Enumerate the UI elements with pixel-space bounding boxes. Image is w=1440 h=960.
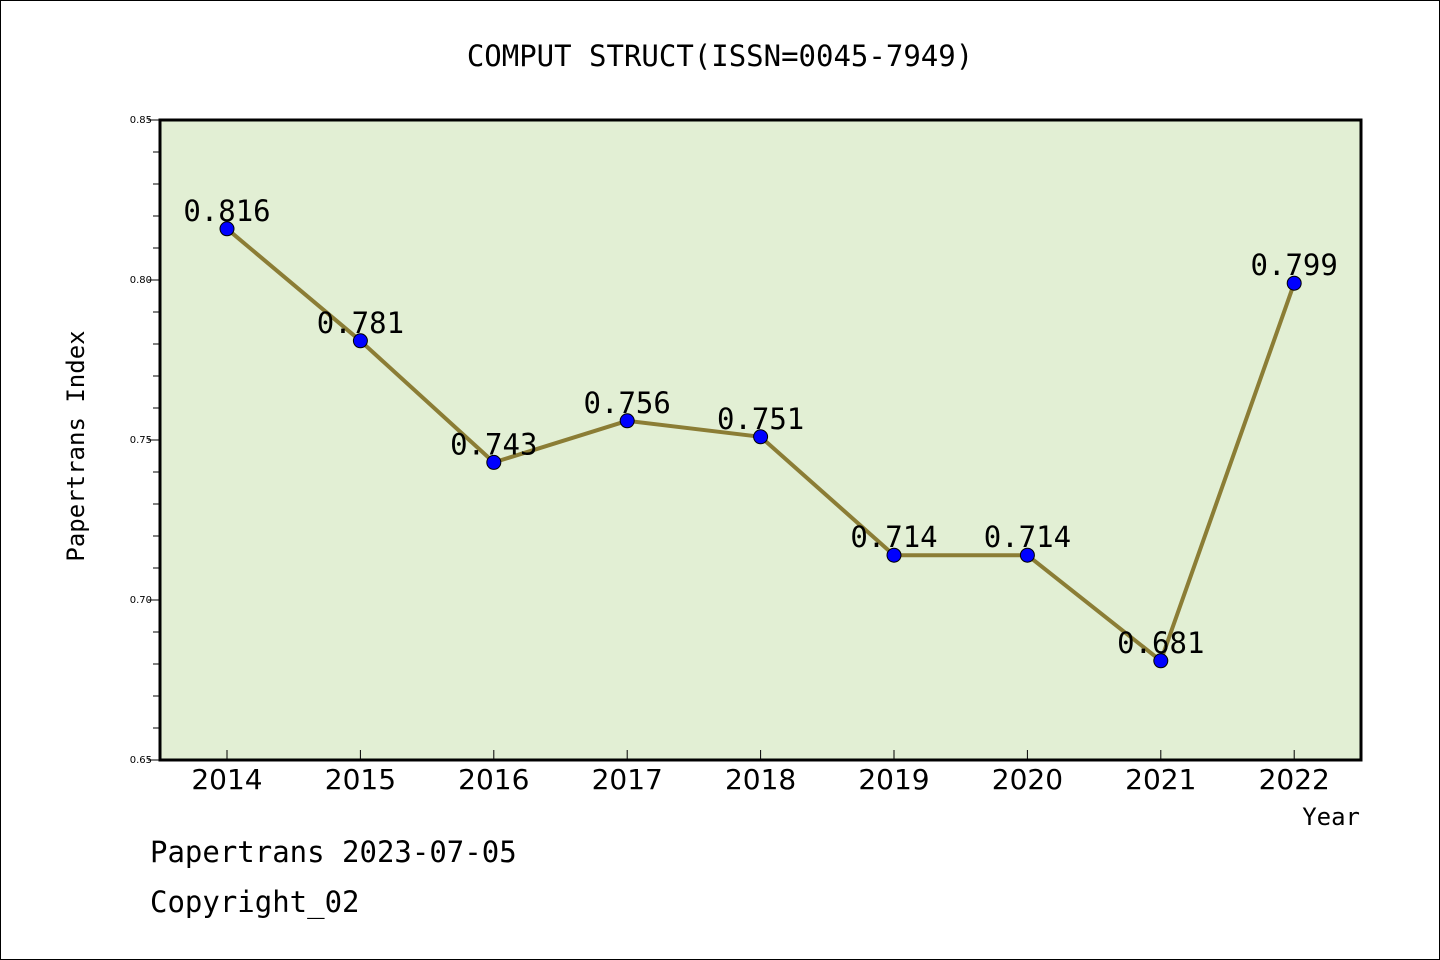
- data-point: [1019, 547, 1035, 563]
- x-tick-label: 2014: [191, 763, 262, 796]
- x-tick-label: 2019: [858, 763, 929, 796]
- footer-date: Papertrans 2023-07-05: [150, 835, 517, 869]
- data-point: [352, 333, 368, 349]
- y-tick-label: 0.80: [130, 275, 152, 286]
- data-label: 0.781: [317, 306, 404, 340]
- x-axis-label: Year: [1302, 803, 1360, 831]
- x-tick-label: 2022: [1259, 763, 1330, 796]
- data-point: [486, 454, 502, 470]
- data-label: 0.816: [183, 194, 270, 228]
- data-label: 0.714: [984, 520, 1071, 554]
- x-axis-ticks: 2014 2015 2016 2017 2018 2019 2020 2021 2022: [191, 750, 1330, 796]
- y-axis-label: Papertrans Index: [62, 330, 90, 561]
- chart-title: COMPUT STRUCT(ISSN=0045-7949): [467, 39, 973, 73]
- data-label: 0.743: [450, 427, 537, 461]
- data-point: [753, 429, 769, 445]
- x-tick-label: 2017: [592, 763, 663, 796]
- data-point: [219, 221, 235, 237]
- x-tick-label: 2021: [1125, 763, 1196, 796]
- data-label: 0.681: [1117, 626, 1204, 660]
- y-tick-label: 0.70: [130, 595, 152, 606]
- y-axis-ticks: 0.65 0.70 0.75 0.80 0.85: [130, 115, 160, 766]
- data-point: [1153, 653, 1169, 669]
- footer-copyright: Copyright_02: [150, 885, 360, 919]
- y-tick-label: 0.85: [130, 115, 152, 126]
- data-label: 0.751: [717, 402, 804, 436]
- y-tick-label: 0.65: [130, 755, 152, 766]
- data-label: 0.799: [1251, 248, 1338, 282]
- x-tick-label: 2016: [458, 763, 529, 796]
- x-tick-label: 2015: [325, 763, 396, 796]
- data-label: 0.714: [850, 520, 937, 554]
- data-label: 0.756: [584, 386, 671, 420]
- data-point: [1286, 275, 1302, 291]
- series: 0.816 0.781 0.743 0.756 0.751 0.714 0.714 0.681…: [183, 194, 1338, 669]
- y-tick-label: 0.75: [130, 435, 152, 446]
- data-point: [619, 413, 635, 429]
- x-tick-label: 2018: [725, 763, 796, 796]
- x-tick-label: 2020: [992, 763, 1063, 796]
- data-point: [886, 547, 902, 563]
